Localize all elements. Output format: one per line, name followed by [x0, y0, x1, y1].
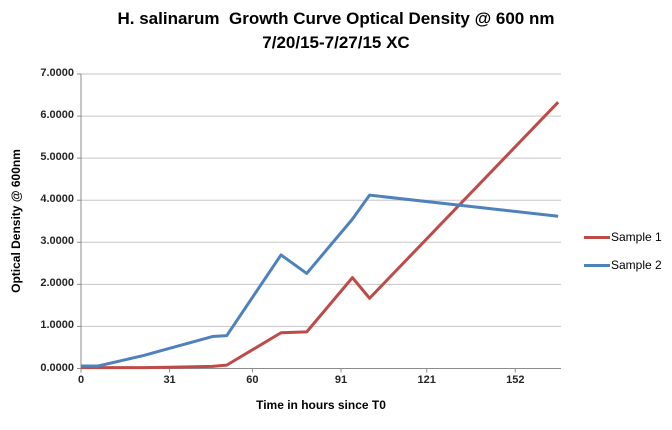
series-lines — [81, 101, 560, 370]
y-tick-label: 5.0000 — [40, 151, 74, 164]
series-line-sample-1[interactable] — [81, 101, 560, 370]
x-tick-label: 31 — [163, 374, 176, 386]
legend-label-sample-2: Sample 2 — [611, 258, 662, 272]
y-tick-label: 6.0000 — [40, 109, 74, 122]
x-tick-label: 0 — [77, 374, 85, 386]
legend-label-sample-1: Sample 1 — [611, 230, 662, 244]
x-tick-label: 121 — [417, 374, 436, 386]
y-tick-label: 7.0000 — [40, 67, 74, 79]
legend-swatch-sample-2 — [584, 263, 610, 267]
y-axis-title: Optical Density @ 600nm — [9, 149, 23, 293]
legend-swatch-sample-1 — [584, 235, 610, 239]
y-tick-label: 3.0000 — [40, 235, 74, 248]
y-tick-label: 0.0000 — [40, 361, 74, 374]
x-axis-title: Time in hours since T0 — [256, 398, 386, 412]
chart-title-line-2: 7/20/15-7/27/15 XC — [262, 33, 410, 52]
y-tick-label: 2.0000 — [40, 277, 74, 290]
y-tick-label: 4.0000 — [40, 193, 74, 206]
legend-item-sample-2[interactable]: Sample 2 — [584, 258, 662, 272]
x-tick-label: 91 — [334, 374, 348, 386]
axes — [77, 73, 561, 373]
chart-title-line-1: H. salinarum Growth Curve Optical Densit… — [117, 9, 555, 28]
x-tick-label: 60 — [246, 374, 259, 386]
y-tick-label: 1.0000 — [40, 319, 74, 332]
x-tick-label: 152 — [506, 374, 525, 386]
series-line-sample-2[interactable] — [81, 193, 559, 368]
legend-item-sample-1[interactable]: Sample 1 — [584, 230, 662, 244]
gridlines — [81, 73, 561, 327]
